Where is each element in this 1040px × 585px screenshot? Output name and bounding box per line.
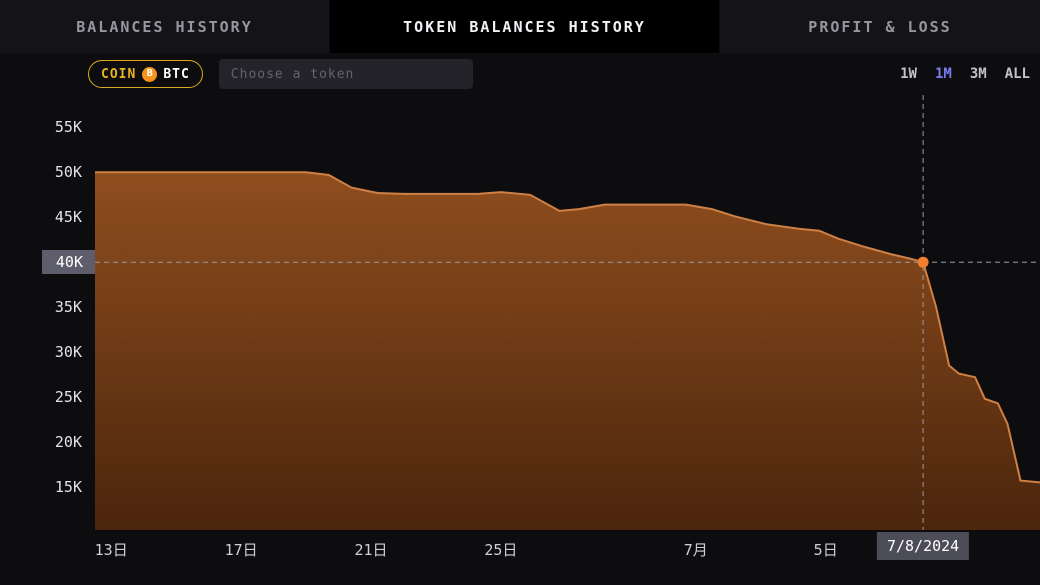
x-tick-label: 17日 bbox=[224, 541, 258, 559]
y-tick-label: 55K bbox=[54, 118, 82, 137]
coin-badge-symbol: BTC bbox=[163, 66, 190, 82]
hover-date-badge: 7/8/2024 bbox=[876, 532, 970, 560]
chart-controls: COIN B BTC 1W 1M 3M ALL bbox=[0, 53, 1040, 95]
area-chart-canvas[interactable] bbox=[95, 95, 1040, 530]
tab-token-balances-history[interactable]: TOKEN BALANCES HISTORY bbox=[330, 0, 720, 53]
y-tick-label: 45K bbox=[54, 208, 82, 227]
token-search-input[interactable] bbox=[218, 59, 473, 89]
y-tick-label: 25K bbox=[54, 388, 82, 406]
balance-area-fill bbox=[95, 172, 1040, 530]
marker-dot bbox=[917, 256, 929, 268]
y-axis: 55K 50K 45K 40K 35K 30K 25K 20K 15K bbox=[0, 95, 95, 530]
range-1m[interactable]: 1M bbox=[934, 66, 952, 82]
y-tick-label: 40K bbox=[41, 250, 95, 275]
x-axis: 13日 17日 21日 25日 7月 5日 7/8/2024 bbox=[0, 530, 1040, 585]
range-all[interactable]: ALL bbox=[1004, 66, 1030, 82]
x-tick-label: 13日 bbox=[94, 541, 128, 559]
y-tick-label: 30K bbox=[54, 343, 82, 361]
balance-line bbox=[95, 171, 1040, 484]
range-3m[interactable]: 3M bbox=[969, 66, 987, 82]
coin-filter-badge[interactable]: COIN B BTC bbox=[88, 60, 203, 88]
range-selector: 1W 1M 3M ALL bbox=[900, 66, 1030, 82]
coin-badge-label: COIN bbox=[101, 66, 137, 82]
bitcoin-icon: B bbox=[142, 66, 158, 82]
tab-bar: BALANCES HISTORY TOKEN BALANCES HISTORY … bbox=[0, 0, 1040, 53]
y-tick-label: 20K bbox=[54, 432, 82, 451]
range-1w[interactable]: 1W bbox=[900, 66, 917, 82]
x-tick-label: 25日 bbox=[484, 541, 518, 559]
tab-profit-loss[interactable]: PROFIT & LOSS bbox=[720, 0, 1040, 53]
token-balance-chart[interactable]: 55K 50K 45K 40K 35K 30K 25K 20K 15K bbox=[0, 95, 1040, 530]
y-tick-label: 35K bbox=[54, 298, 82, 317]
x-tick-label: 21日 bbox=[354, 541, 388, 559]
x-tick-label: 5日 bbox=[813, 541, 838, 559]
tab-balances-history[interactable]: BALANCES HISTORY bbox=[0, 0, 330, 53]
x-tick-label: 7月 bbox=[683, 541, 708, 559]
y-tick-label: 50K bbox=[54, 163, 82, 182]
y-tick-label: 15K bbox=[54, 477, 82, 496]
